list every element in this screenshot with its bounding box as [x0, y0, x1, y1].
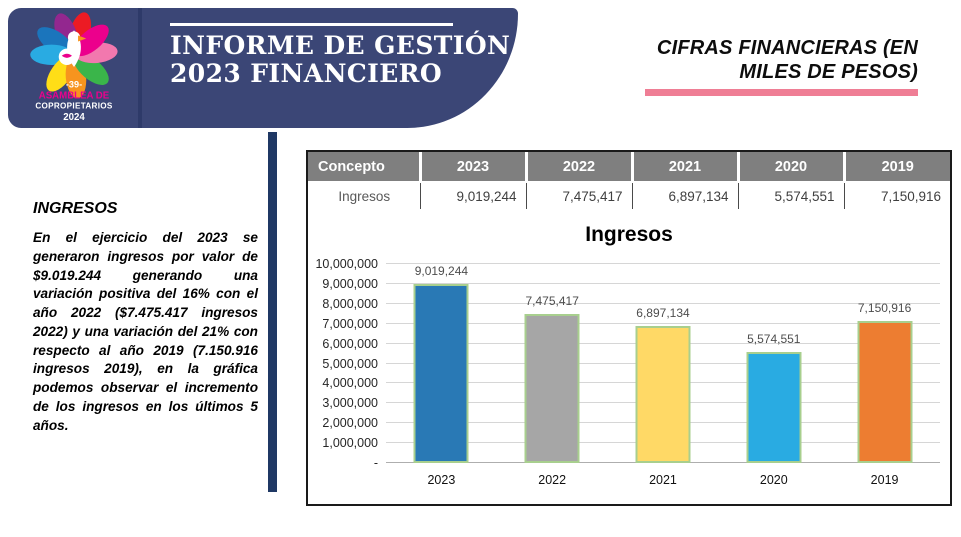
table-header-cell: 2019 [844, 152, 950, 183]
assembly-logo-icon: -39- ASAMBLEA DE COPROPIETARIOS 2024 [30, 12, 118, 123]
gridline [386, 282, 940, 284]
gridline [386, 322, 940, 324]
chart-bar-slot: 7,475,417 2022 [497, 264, 608, 487]
y-axis-tick-label: 6,000,000 [322, 336, 378, 351]
financial-table-body: Ingresos 9,019,244 7,475,417 6,897,134 5,574… [308, 182, 950, 209]
page-title-line1: INFORME DE GESTIÓN [170, 31, 511, 60]
section-title-line1: CIFRAS FINANCIERAS (EN [656, 37, 918, 59]
table-cell-value: 9,019,244 [420, 182, 527, 209]
chart-bar-value-label: 7,475,417 [525, 294, 579, 309]
y-axis-tick-label: 8,000,000 [322, 296, 378, 311]
y-axis-tick-label: 4,000,000 [322, 376, 378, 391]
table-header-cell: Concepto [308, 152, 422, 183]
y-axis-tick-label: 5,000,000 [322, 356, 378, 371]
chart-bar-2020 [746, 352, 802, 463]
chart-plot: - 1,000,000 2,000,000 3,000,000 4,000,000 5,0… [315, 257, 940, 487]
chart-bar-value-label: 7,150,916 [857, 300, 912, 315]
section-title-underline [645, 89, 918, 96]
page-title: INFORME DE GESTIÓN 2023 FINANCIERO [170, 31, 511, 89]
x-axis-tick-label: 2022 [538, 473, 567, 487]
table-header-cell: 2020 [738, 152, 846, 183]
table-row-label: Ingresos [308, 182, 421, 209]
table-header-cell: 2021 [632, 152, 740, 183]
table-cell-value: 6,897,134 [632, 182, 739, 209]
logo-number: -39- [66, 79, 82, 89]
chart-bar-value-label: 9,019,244 [414, 263, 469, 278]
y-axis-tick-label: 9,000,000 [322, 276, 378, 291]
figures-panel: Concepto 2023 2022 2021 2020 2019 Ingresos 9,0… [306, 150, 952, 506]
y-axis-tick-label: 3,000,000 [322, 396, 378, 411]
gridline [386, 263, 940, 264]
y-axis-tick-label: 1,000,000 [322, 436, 378, 451]
table-header-row: Concepto 2023 2022 2021 2020 2019 [308, 152, 950, 183]
gridline [386, 302, 940, 304]
y-axis-tick-label: 10,000,000 [315, 257, 378, 271]
y-axis-tick-label: 2,000,000 [322, 416, 378, 431]
chart-title: Ingresos [585, 223, 673, 246]
table-cell-value: 5,574,551 [738, 182, 845, 209]
header-stripe [138, 8, 142, 128]
chart-bar-2022 [524, 314, 580, 463]
y-axis-tick-label: - [373, 456, 378, 470]
chart-bar-value-label: 6,897,134 [636, 305, 690, 320]
logo-line2: COPROPIETARIOS [35, 102, 113, 111]
table-cell-value: 7,475,417 [526, 182, 633, 209]
table-header-cell: 2023 [420, 152, 528, 183]
vertical-divider [268, 132, 277, 492]
header-banner: -39- ASAMBLEA DE COPROPIETARIOS 2024 INF… [8, 8, 518, 128]
ingresos-paragraph: En el ejercicio del 2023 se generaron in… [33, 230, 258, 433]
chart-bar-2023 [413, 283, 469, 463]
logo-bird-icon [58, 30, 87, 67]
chart-bar-value-label: 5,574,551 [747, 332, 801, 347]
financial-table-head: Concepto 2023 2022 2021 2020 2019 [308, 152, 950, 183]
chart-bar-slot: 7,150,916 2019 [829, 264, 940, 487]
chart-bar-2021 [635, 325, 691, 463]
chart-bar-2019 [857, 320, 913, 463]
table-cell-value: 7,150,916 [880, 188, 941, 204]
page-title-line2: 2023 FINANCIERO [170, 59, 443, 89]
header-rule [170, 23, 453, 26]
logo-line1: ASAMBLEA DE [39, 91, 110, 102]
table-header-cell: 2022 [526, 152, 634, 183]
section-title-line2: MILES DE PESOS) [739, 61, 918, 84]
x-axis-tick-label: 2021 [649, 473, 677, 487]
section-title: CIFRAS FINANCIERAS (EN MILES DE PESOS) [545, 36, 918, 85]
ingresos-heading: INGRESOS [33, 200, 118, 217]
x-axis-tick-label: 2020 [759, 473, 788, 487]
chart-bar-slot: 5,574,551 2020 [718, 264, 829, 487]
x-axis-tick-label: 2019 [870, 473, 899, 487]
chart-bar-slot: 6,897,134 2021 [608, 264, 719, 487]
logo-year: 2024 [63, 112, 85, 123]
y-axis-tick-label: 7,000,000 [322, 316, 378, 331]
x-axis-tick-label: 2023 [427, 473, 456, 487]
table-row: Ingresos 9,019,244 7,475,417 6,897,134 5,574… [308, 182, 950, 209]
chart-bar-slot: 9,019,244 2023 [386, 263, 497, 487]
financial-table: Concepto 2023 2022 2021 2020 2019 Ingresos 9,0… [308, 152, 950, 209]
